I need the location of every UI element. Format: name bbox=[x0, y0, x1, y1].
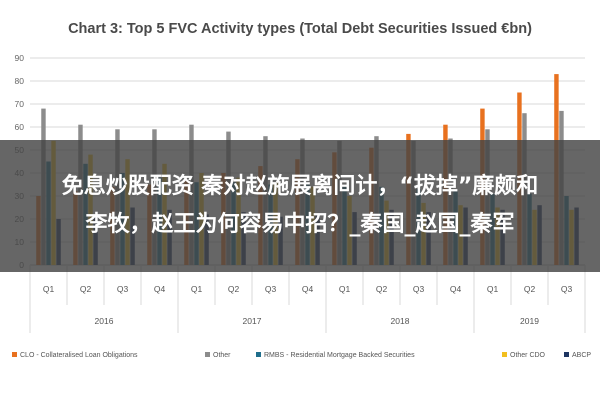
overlay-text: 免息炒股配资 秦对赵施展离间计，“拔掉”廉颇和 李牧，赵王为何容易中招？_秦国_… bbox=[10, 168, 590, 244]
x-tick-label: Q3 bbox=[561, 284, 573, 294]
x-group-label: 2016 bbox=[95, 316, 114, 326]
legend-swatch bbox=[502, 352, 507, 357]
legend-label: RMBS - Residential Mortgage Backed Secur… bbox=[264, 352, 415, 359]
legend-label: ABCP bbox=[572, 352, 591, 359]
x-tick-label: Q1 bbox=[339, 284, 351, 294]
x-group-label: 2017 bbox=[243, 316, 262, 326]
x-tick-label: Q4 bbox=[302, 284, 314, 294]
legend-swatch bbox=[564, 352, 569, 357]
overlay-line-2: 李牧，赵王为何容易中招？_秦国_赵国_秦军 bbox=[85, 212, 515, 237]
x-group-label: 2018 bbox=[391, 316, 410, 326]
y-tick-label: 70 bbox=[15, 99, 25, 109]
y-tick-label: 80 bbox=[15, 76, 25, 86]
x-tick-label: Q2 bbox=[228, 284, 240, 294]
x-tick-label: Q2 bbox=[80, 284, 92, 294]
y-tick-label: 60 bbox=[15, 122, 25, 132]
x-tick-label: Q4 bbox=[450, 284, 462, 294]
x-tick-label: Q1 bbox=[487, 284, 499, 294]
x-tick-label: Q1 bbox=[191, 284, 203, 294]
legend-label: Other bbox=[213, 352, 231, 359]
x-tick-label: Q2 bbox=[524, 284, 536, 294]
overlay-line-1: 免息炒股配资 秦对赵施展离间计，“拔掉”廉颇和 bbox=[61, 174, 539, 199]
x-tick-label: Q3 bbox=[265, 284, 277, 294]
x-tick-label: Q3 bbox=[117, 284, 129, 294]
x-tick-label: Q1 bbox=[43, 284, 55, 294]
chart-title: Chart 3: Top 5 FVC Activity types (Total… bbox=[68, 21, 532, 37]
x-tick-label: Q4 bbox=[154, 284, 166, 294]
legend-swatch bbox=[12, 352, 17, 357]
legend-swatch bbox=[256, 352, 261, 357]
overlay-banner: 免息炒股配资 秦对赵施展离间计，“拔掉”廉颇和 李牧，赵王为何容易中招？_秦国_… bbox=[0, 140, 600, 272]
x-tick-label: Q2 bbox=[376, 284, 388, 294]
legend-label: CLO - Collateralised Loan Obligations bbox=[20, 352, 138, 359]
x-tick-label: Q3 bbox=[413, 284, 425, 294]
legend-label: Other CDO bbox=[510, 352, 546, 359]
y-tick-label: 90 bbox=[15, 53, 25, 63]
x-group-label: 2019 bbox=[520, 316, 539, 326]
legend-swatch bbox=[205, 352, 210, 357]
